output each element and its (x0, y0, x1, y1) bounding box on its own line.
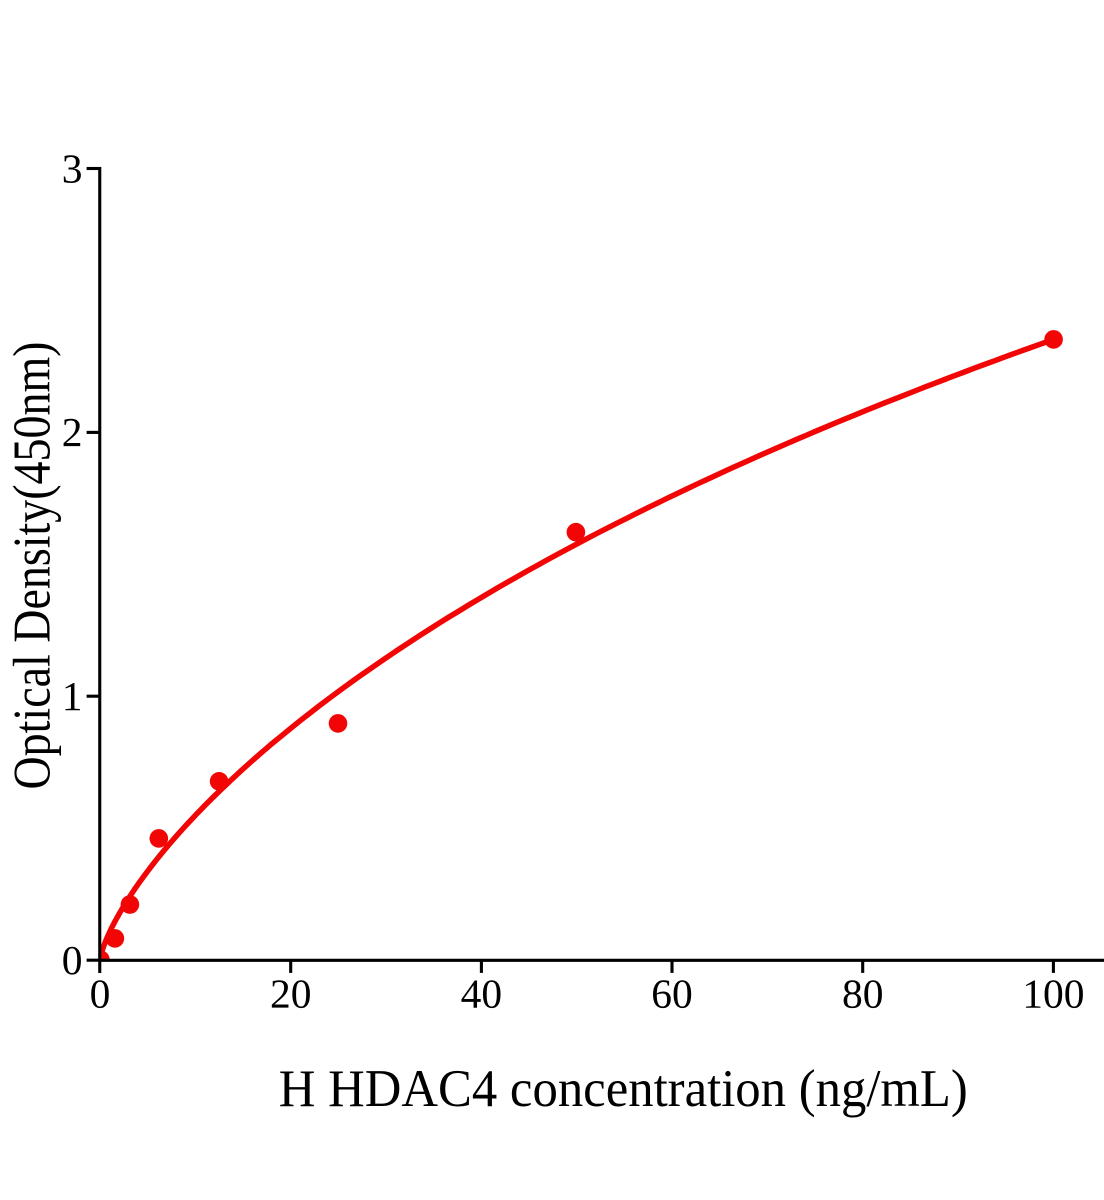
svg-text:0: 0 (62, 937, 83, 983)
svg-text:1: 1 (62, 673, 83, 719)
svg-text:40: 40 (461, 971, 503, 1017)
svg-text:0: 0 (90, 971, 111, 1017)
svg-text:80: 80 (842, 971, 884, 1017)
svg-text:3: 3 (62, 145, 83, 191)
svg-text:Optical Density(450nm): Optical Density(450nm) (3, 342, 61, 790)
svg-text:20: 20 (270, 971, 312, 1017)
svg-text:60: 60 (651, 971, 693, 1017)
svg-text:100: 100 (1022, 971, 1084, 1017)
svg-text:2: 2 (62, 409, 83, 455)
svg-text:H HDAC4 concentration (ng/mL): H HDAC4 concentration (ng/mL) (279, 1060, 968, 1118)
